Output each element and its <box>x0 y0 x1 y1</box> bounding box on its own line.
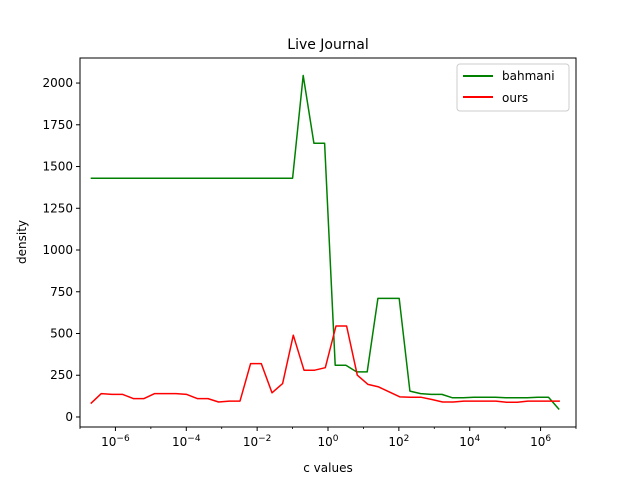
x-tick-label: 10−4 <box>172 434 201 449</box>
plot-frame <box>79 57 577 428</box>
y-tick-label: 500 <box>50 326 73 340</box>
y-tick-label: 750 <box>50 285 73 299</box>
legend: bahmani ours <box>456 63 570 112</box>
y-axis-label: density <box>15 220 29 264</box>
x-tick-label: 102 <box>388 434 409 449</box>
series-line-ours <box>90 325 560 405</box>
x-axis-label: c values <box>303 461 352 475</box>
y-tick-label: 1750 <box>42 118 73 132</box>
x-tick-label: 104 <box>459 434 480 449</box>
y-tick-label: 2000 <box>42 76 73 90</box>
y-tick-label: 1000 <box>42 243 73 257</box>
x-tick-label: 106 <box>530 434 551 449</box>
ticks-layer: 0 250 500 750 1000 1250 1500 1750 2000 10−6 10−4 10… <box>42 76 577 449</box>
x-tick-label: 10−2 <box>243 434 272 449</box>
legend-label-ours: ours <box>502 91 528 105</box>
series-layer <box>90 74 560 410</box>
y-tick-label: 1500 <box>42 160 73 174</box>
chart-title: Live Journal <box>287 37 368 53</box>
x-tick-label: 100 <box>317 434 338 449</box>
series-line-bahmani <box>90 74 560 410</box>
y-tick-label: 1250 <box>42 201 73 215</box>
x-tick-label: 10−6 <box>101 434 130 449</box>
y-tick-label: 250 <box>50 368 73 382</box>
y-tick-label: 0 <box>65 410 73 424</box>
legend-label-bahmani: bahmani <box>502 69 555 83</box>
